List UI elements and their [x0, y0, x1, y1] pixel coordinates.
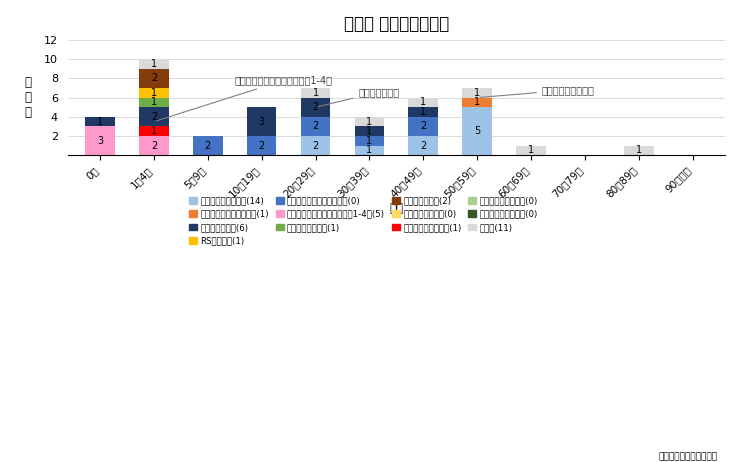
Text: 1: 1: [366, 116, 372, 127]
Text: 1: 1: [151, 97, 157, 108]
Bar: [408, 97, 438, 107]
Text: （）内は全年齢の検出数: （）内は全年齢の検出数: [659, 453, 718, 462]
Text: 2: 2: [151, 112, 157, 122]
Text: 1: 1: [420, 107, 426, 117]
Bar: [300, 97, 330, 117]
Bar: [624, 146, 653, 155]
Y-axis label: 検
出
数: 検 出 数: [24, 76, 32, 119]
Text: 1: 1: [97, 116, 103, 127]
Bar: [139, 69, 169, 88]
Text: 1: 1: [474, 88, 480, 98]
Text: 2: 2: [258, 140, 265, 151]
Bar: [462, 107, 492, 155]
Bar: [354, 117, 384, 127]
Legend: 新型コロナウイルス(14), インフルエンザウイルス(1), ライノウイルス(6), RSウイルス(1), ヒトメタニューモウイルス(0), パラインフルエンザ: 新型コロナウイルス(14), インフルエンザウイルス(1), ライノウイルス(6…: [189, 196, 538, 245]
Text: 1: 1: [366, 136, 372, 146]
Bar: [300, 88, 330, 97]
Bar: [139, 88, 169, 97]
Text: 3: 3: [97, 136, 103, 146]
Bar: [193, 136, 223, 155]
Bar: [408, 107, 438, 117]
Bar: [354, 127, 384, 136]
Text: 1: 1: [366, 126, 372, 136]
Text: 2: 2: [312, 102, 319, 112]
Bar: [247, 107, 277, 136]
Text: 1: 1: [474, 97, 480, 108]
Text: パラインフルエンザウイルス1-4型: パラインフルエンザウイルス1-4型: [157, 75, 333, 121]
Title: 年齢別 病原体検出状況: 年齢別 病原体検出状況: [343, 15, 449, 33]
Text: 2: 2: [312, 140, 319, 151]
Bar: [408, 136, 438, 155]
X-axis label: 年齢: 年齢: [389, 202, 403, 215]
Bar: [300, 117, 330, 136]
Text: 2: 2: [151, 73, 157, 84]
Bar: [462, 97, 492, 107]
Text: 1: 1: [151, 88, 157, 98]
Text: ライノウイルス: ライノウイルス: [318, 87, 400, 107]
Text: 1: 1: [312, 88, 319, 98]
Bar: [354, 136, 384, 146]
Text: 2: 2: [151, 140, 157, 151]
Bar: [139, 136, 169, 155]
Text: 2: 2: [420, 140, 426, 151]
Bar: [354, 146, 384, 155]
Bar: [85, 117, 115, 127]
Bar: [139, 59, 169, 69]
Text: 1: 1: [151, 59, 157, 69]
Text: 1: 1: [528, 146, 534, 155]
Bar: [408, 117, 438, 136]
Text: 3: 3: [258, 116, 265, 127]
Text: 1: 1: [420, 97, 426, 108]
Bar: [247, 136, 277, 155]
Text: 新型コロナウイルス: 新型コロナウイルス: [480, 85, 595, 97]
Text: 5: 5: [474, 126, 480, 136]
Bar: [462, 88, 492, 97]
Bar: [85, 127, 115, 155]
Bar: [517, 146, 546, 155]
Bar: [139, 127, 169, 136]
Text: 1: 1: [636, 146, 642, 155]
Text: 2: 2: [420, 122, 426, 131]
Text: 1: 1: [366, 146, 372, 155]
Bar: [300, 136, 330, 155]
Text: 2: 2: [312, 122, 319, 131]
Bar: [139, 97, 169, 107]
Bar: [139, 107, 169, 127]
Text: 2: 2: [205, 140, 211, 151]
Text: 1: 1: [151, 126, 157, 136]
